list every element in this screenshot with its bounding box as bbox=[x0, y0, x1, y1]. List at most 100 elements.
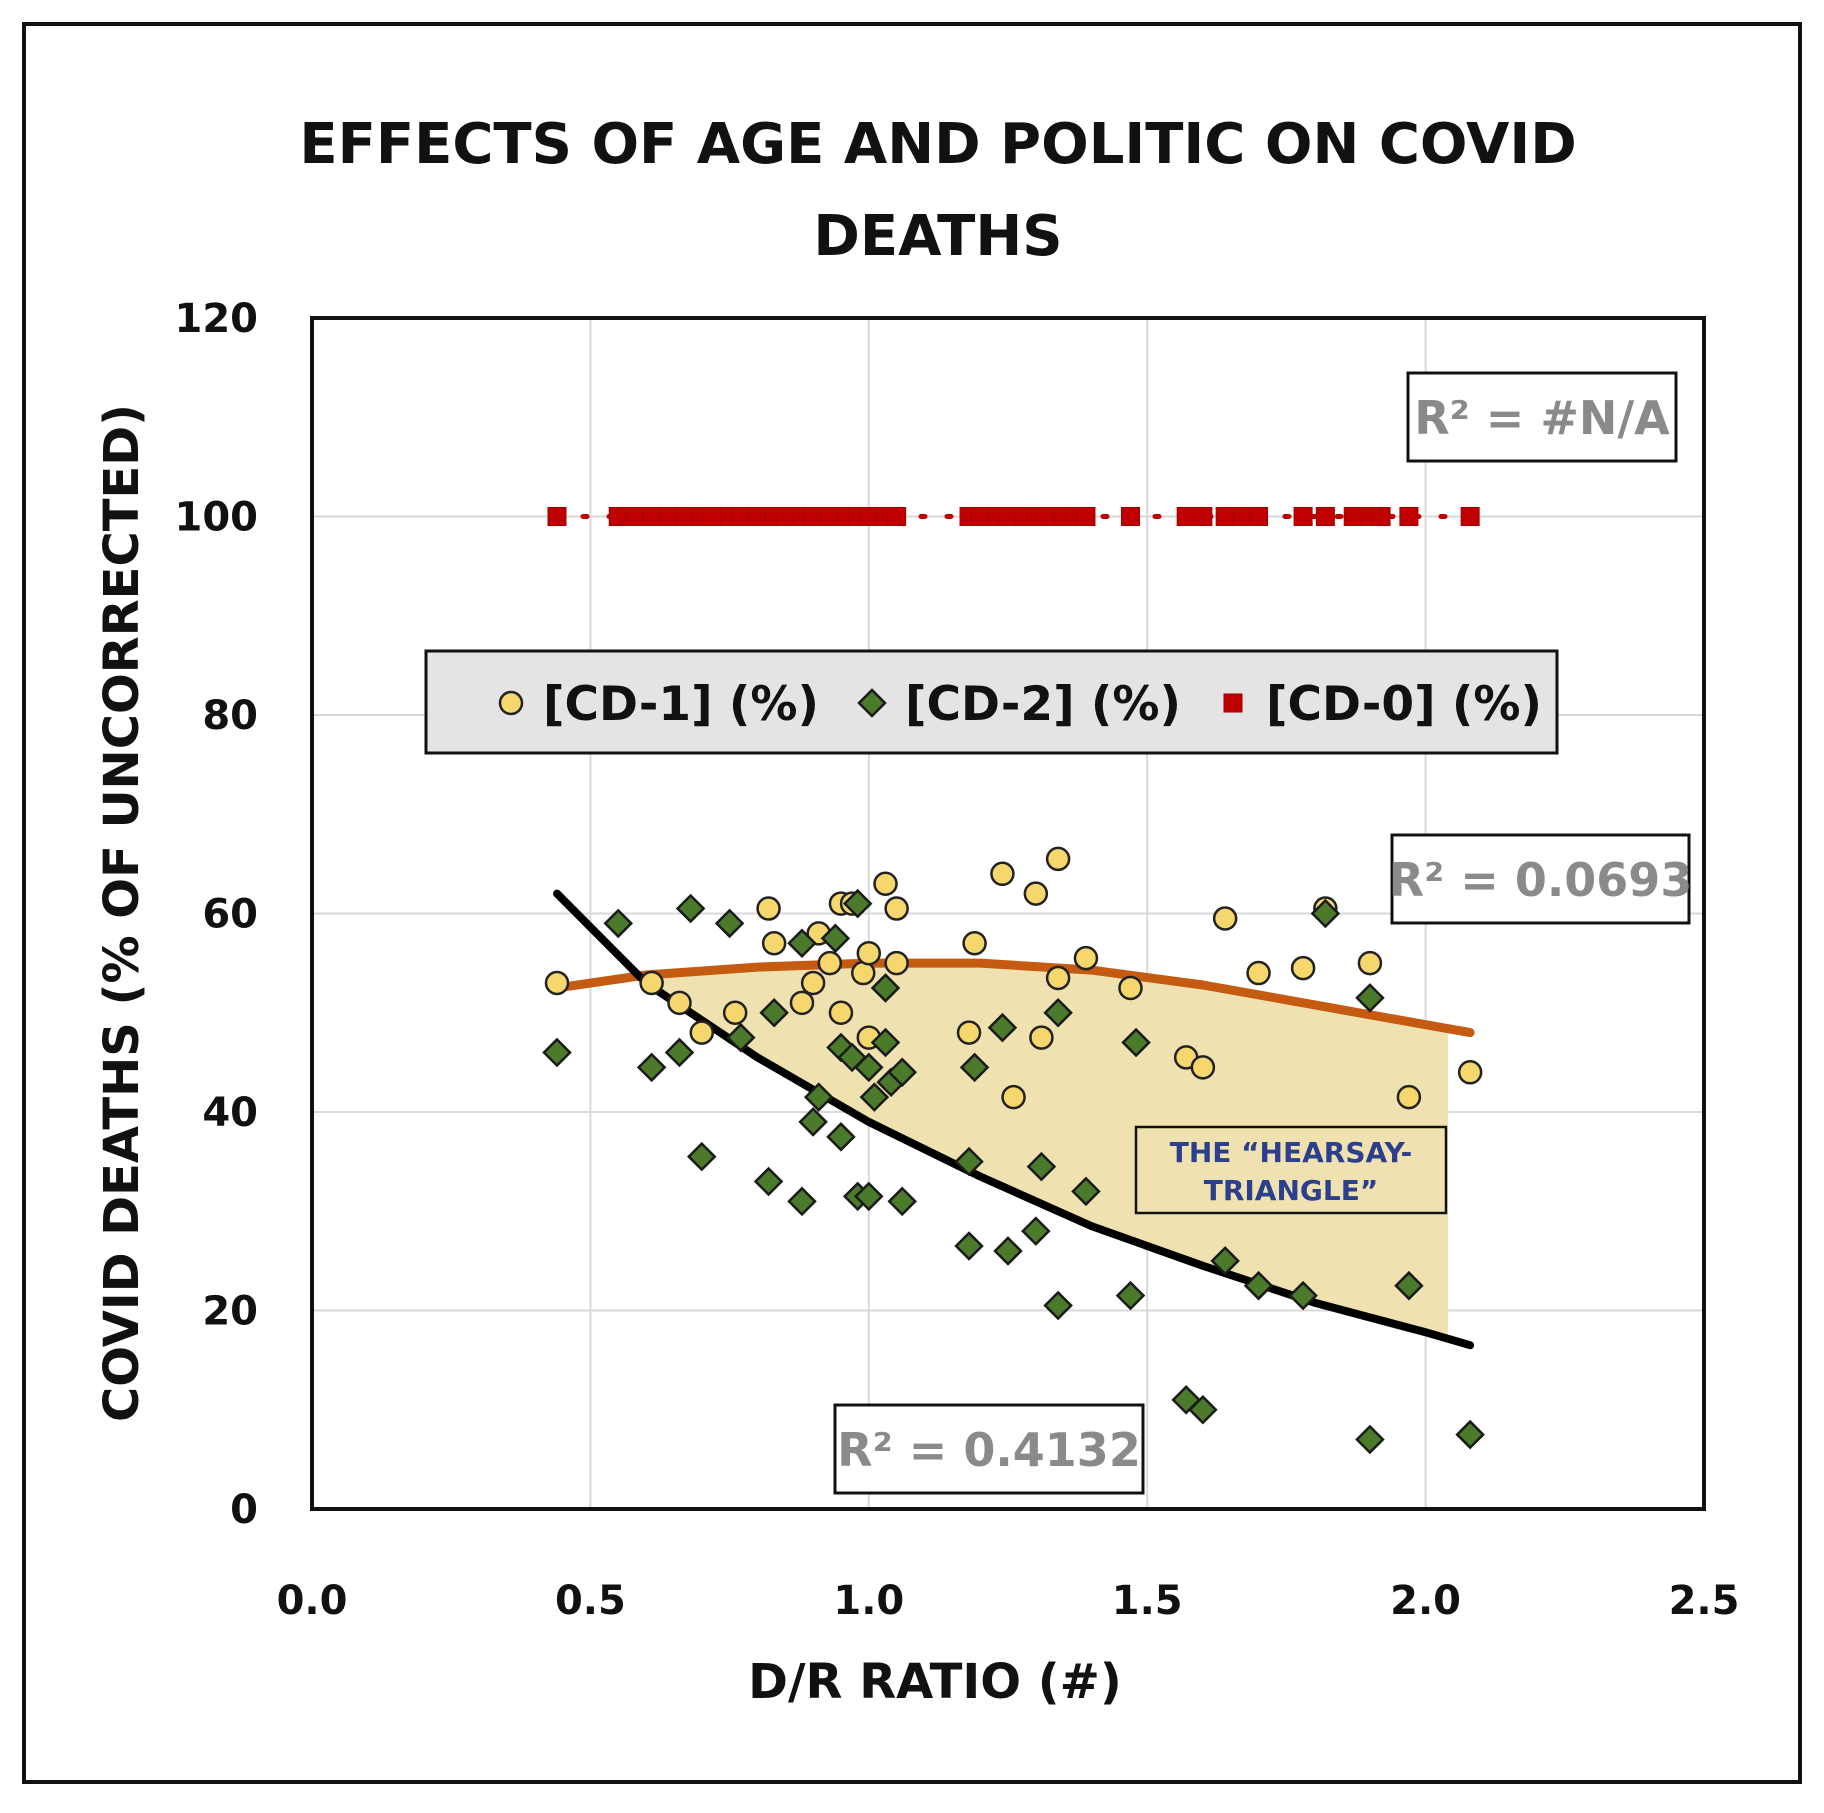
r2-label-cd1-box bbox=[1390, 833, 1691, 925]
cd2-point bbox=[870, 973, 901, 1003]
cd2-point bbox=[954, 1231, 984, 1261]
cd1-point bbox=[1118, 975, 1143, 1001]
cd2-point bbox=[714, 908, 745, 939]
cd2-point bbox=[542, 1037, 572, 1068]
data-points bbox=[542, 507, 1485, 1455]
r2-label-cd1-text: R² = 0.0693 bbox=[1389, 853, 1693, 907]
cd2-point bbox=[675, 893, 706, 924]
r-squared-labels: R² = 0.0693 R² = 0.4132 R² = #N/A bbox=[833, 371, 1693, 1495]
cd0-point bbox=[1343, 507, 1363, 526]
cd0-point bbox=[887, 507, 907, 526]
cd2-point bbox=[1243, 1270, 1274, 1301]
cd1-point bbox=[639, 970, 664, 996]
cd1-point bbox=[1001, 1084, 1026, 1110]
x-tick-label: 2.5 bbox=[1669, 1578, 1740, 1624]
cd2-point bbox=[820, 923, 851, 954]
y-tick-label: 40 bbox=[202, 1090, 258, 1136]
cd2-point bbox=[1121, 1027, 1151, 1058]
x-tick-label: 0.0 bbox=[277, 1578, 348, 1624]
chart-title-line-2: DEATHS bbox=[813, 204, 1062, 269]
cd1-point bbox=[1029, 1025, 1054, 1050]
cd2-point bbox=[664, 1037, 695, 1068]
x-tick-labels: 0.0 0.5 1.0 1.5 2.0 2.5 bbox=[277, 1578, 1740, 1624]
cd2-point bbox=[753, 1166, 784, 1197]
legend-item-cd0-marker bbox=[1223, 693, 1243, 713]
cd2-point bbox=[1026, 1151, 1057, 1182]
cd1-point bbox=[962, 931, 987, 956]
cd2-point bbox=[759, 997, 789, 1028]
cd2-point bbox=[1188, 1394, 1218, 1425]
cd2-point bbox=[887, 1057, 917, 1088]
cd1-point bbox=[1190, 1055, 1216, 1080]
cd0-point bbox=[747, 507, 767, 526]
chart-title-line-1: EFFECTS OF AGE AND POLITIC ON COVID bbox=[299, 112, 1576, 177]
cd0-point bbox=[1399, 507, 1419, 526]
cd1-point bbox=[1212, 906, 1238, 931]
cd2-point bbox=[887, 1186, 917, 1217]
cd2-point bbox=[854, 1052, 884, 1083]
x-tick-label: 1.5 bbox=[1112, 1578, 1183, 1624]
r2-label-cd2-box bbox=[833, 1403, 1145, 1495]
cd2-point bbox=[959, 1052, 990, 1083]
cd2-point bbox=[870, 1027, 901, 1058]
cd2-point bbox=[803, 1082, 834, 1112]
cd0-point bbox=[775, 507, 795, 526]
cd2-point bbox=[954, 1146, 984, 1177]
cd0-point bbox=[608, 507, 628, 526]
r2-label-cd2-text: R² = 0.4132 bbox=[837, 1423, 1141, 1477]
hearsay-annotation: THE “HEARSAY- TRIANGLE” bbox=[1134, 1125, 1448, 1215]
cd1-point bbox=[761, 931, 787, 956]
cd0-point bbox=[859, 507, 879, 526]
y-tick-label: 60 bbox=[202, 892, 258, 938]
legend-item-cd2-marker bbox=[857, 688, 887, 718]
cd2-point bbox=[859, 1082, 890, 1112]
cd0-point bbox=[731, 507, 751, 526]
cd1-point bbox=[873, 871, 898, 896]
cd0-point bbox=[1249, 507, 1269, 526]
y-tick-labels: 0 20 40 60 80 100 120 bbox=[175, 296, 259, 1533]
y-tick-label: 20 bbox=[202, 1289, 258, 1335]
cd2-point bbox=[854, 1181, 884, 1212]
cd0-point bbox=[970, 507, 990, 526]
x-axis-label: D/R RATIO (#) bbox=[748, 1654, 1122, 1710]
legend-item-cd2-label: [CD-2] (%) bbox=[905, 677, 1181, 732]
cd0-point bbox=[675, 507, 695, 526]
cd0-point bbox=[1076, 507, 1096, 526]
cd2-point bbox=[1355, 1424, 1385, 1455]
cd0-point bbox=[820, 507, 840, 526]
cd2-point bbox=[636, 1052, 667, 1083]
cd1-point bbox=[1396, 1084, 1422, 1110]
cd0-point bbox=[547, 507, 567, 526]
cd2-point bbox=[1043, 1290, 1073, 1321]
cd2-point bbox=[1310, 898, 1341, 929]
cd0-point bbox=[703, 507, 723, 526]
cd2-point bbox=[1394, 1270, 1424, 1301]
cd0-point bbox=[658, 507, 678, 526]
cd0-point bbox=[642, 507, 662, 526]
cd1-point bbox=[856, 940, 882, 966]
cd0-point bbox=[1232, 507, 1252, 526]
x-tick-label: 1.0 bbox=[833, 1578, 904, 1624]
cd1-point bbox=[1290, 955, 1316, 981]
cd2-point bbox=[725, 1022, 756, 1053]
cd1-point bbox=[884, 950, 909, 976]
cd1-point bbox=[800, 970, 826, 996]
legend-item-cd1-label: [CD-1] (%) bbox=[543, 677, 819, 732]
cd1-point bbox=[850, 960, 876, 986]
cd2-point bbox=[1455, 1419, 1485, 1450]
cd1-point bbox=[667, 990, 692, 1016]
cd2-point bbox=[1043, 997, 1073, 1028]
cd1-point bbox=[1457, 1060, 1483, 1085]
cd1-point bbox=[1246, 960, 1271, 986]
cd1-point bbox=[1073, 945, 1099, 971]
cd2-point bbox=[1210, 1246, 1240, 1276]
cd1-point bbox=[956, 1020, 982, 1045]
legend-item-cd1-marker bbox=[498, 690, 524, 716]
cd0-point bbox=[1293, 507, 1313, 526]
cd1-trendline bbox=[552, 958, 1475, 1038]
cd0-point bbox=[625, 507, 645, 526]
cd2-point bbox=[787, 1186, 817, 1217]
trendlines bbox=[552, 514, 1475, 1350]
